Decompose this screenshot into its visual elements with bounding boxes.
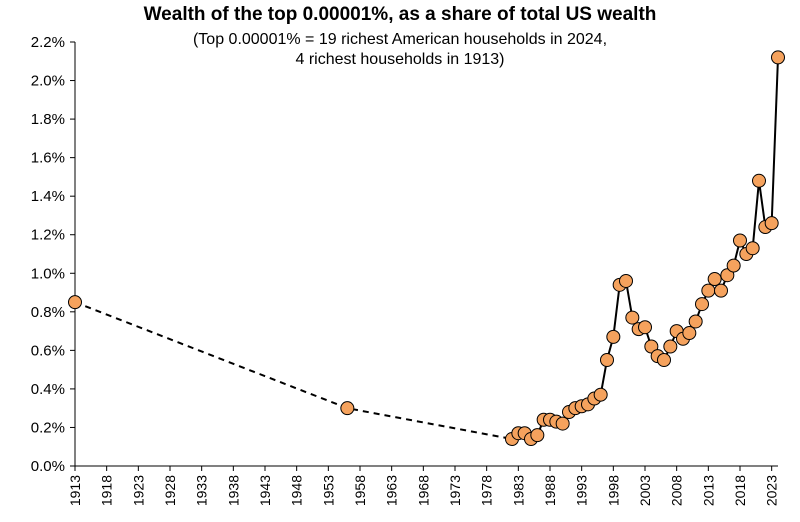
chart-subtitle-line-1: (Top 0.00001% = 19 richest American hous…	[192, 31, 608, 48]
y-tick-label: 0.6%	[31, 342, 65, 359]
y-tick-label: 0.8%	[31, 304, 65, 321]
y-tick-label: 1.6%	[31, 150, 65, 167]
x-tick-label: 2008	[669, 475, 685, 506]
data-point	[644, 339, 659, 354]
data-point	[745, 241, 760, 256]
x-tick-label: 1918	[99, 475, 115, 506]
data-point	[733, 233, 747, 248]
x-tick-label: 1933	[194, 475, 210, 506]
x-tick-label: 1978	[479, 475, 495, 506]
data-point	[682, 326, 697, 341]
data-point	[720, 268, 735, 283]
data-point	[593, 387, 608, 402]
x-tick-label: 1938	[225, 475, 241, 506]
y-tick-label: 0.2%	[31, 419, 65, 436]
data-point	[688, 314, 703, 329]
data-point	[600, 353, 614, 367]
data-point	[764, 216, 779, 231]
x-tick-label: 1973	[447, 475, 463, 506]
y-tick-label: 2.0%	[31, 73, 65, 90]
y-tick-label: 0.4%	[31, 381, 65, 398]
data-point	[638, 320, 652, 335]
data-point	[701, 283, 716, 298]
chart-title: Wealth of the top 0.00001%, as a share o…	[143, 4, 657, 25]
x-tick-label: 1928	[162, 475, 178, 506]
x-tick-label: 1948	[289, 475, 305, 506]
x-tick-label: 2018	[732, 475, 748, 506]
x-tick-label: 2013	[700, 475, 716, 506]
data-point	[657, 353, 671, 367]
data-point	[663, 339, 678, 354]
series-line-dashed	[74, 301, 513, 441]
y-tick-label: 1.4%	[31, 188, 65, 205]
x-tick-label: 1958	[352, 475, 368, 506]
data-point	[530, 428, 545, 443]
data-point	[707, 272, 722, 287]
data-point	[606, 329, 621, 344]
x-tick-label: 1913	[67, 475, 83, 506]
data-point	[726, 258, 741, 273]
data-point	[714, 283, 728, 298]
series-line-solid	[511, 57, 779, 441]
chart-subtitle-line-2: 4 richest households in 1913)	[295, 51, 505, 68]
data-point	[752, 173, 766, 188]
x-tick-label: 1993	[574, 475, 590, 506]
y-tick-label: 1.8%	[31, 111, 65, 128]
data-point	[625, 310, 640, 325]
x-tick-label: 1943	[257, 475, 273, 506]
data-point	[68, 295, 82, 310]
data-point	[695, 297, 709, 312]
data-point	[340, 401, 355, 416]
y-tick-label: 0.0%	[31, 458, 65, 475]
y-tick-label: 2.2%	[31, 34, 65, 51]
x-tick-label: 1983	[510, 475, 526, 506]
data-point	[619, 273, 633, 288]
x-tick-label: 1968	[415, 475, 431, 506]
chart-subtitle: (Top 0.00001% = 19 richest American hous…	[0, 30, 800, 70]
x-tick-label: 1953	[320, 475, 336, 506]
y-tick-label: 1.2%	[31, 227, 65, 244]
x-tick-label: 1998	[605, 475, 621, 506]
x-tick-label: 1988	[542, 475, 558, 506]
x-tick-label: 1963	[384, 475, 400, 506]
x-tick-label: 1923	[130, 475, 146, 506]
y-tick-label: 1.0%	[31, 265, 65, 282]
x-tick-label: 2023	[764, 475, 780, 506]
data-point	[771, 50, 785, 65]
x-tick-label: 2003	[637, 475, 653, 506]
data-point	[555, 416, 570, 431]
